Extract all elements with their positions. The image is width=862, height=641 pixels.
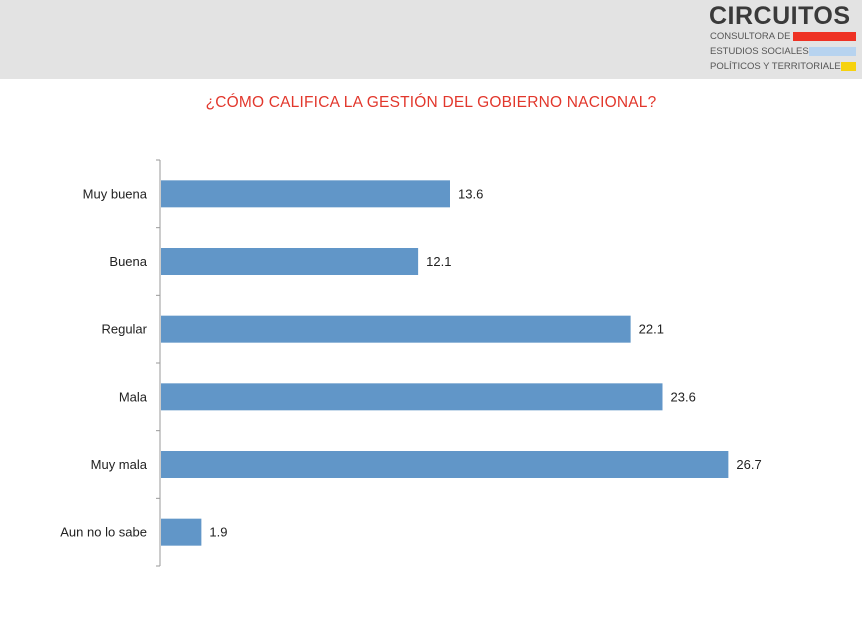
circuitos-logo: CIRCUITOS CONSULTORA DE ESTUDIOS SOCIALE… xyxy=(709,2,859,76)
bar xyxy=(161,315,631,343)
category-label: Regular xyxy=(101,322,147,337)
bar xyxy=(161,451,729,478)
value-label: 23.6 xyxy=(671,389,696,404)
labels: Muy buena 13.6 Buena 12.1 Regular 22.1 Mala 23.… xyxy=(60,186,761,539)
category-label: Buena xyxy=(109,254,147,269)
category-axis xyxy=(156,159,161,567)
logo-line-3: POLÍTICOS Y TERRITORIALES xyxy=(710,61,848,72)
category-label: Mala xyxy=(119,389,148,404)
category-label: Muy buena xyxy=(83,186,148,201)
bar xyxy=(161,383,663,411)
bar xyxy=(161,248,419,275)
value-label: 1.9 xyxy=(209,525,227,540)
logo-red-bar xyxy=(793,32,856,41)
bar xyxy=(161,518,202,546)
logo-line-1: CONSULTORA DE xyxy=(710,31,791,42)
category-label: Muy mala xyxy=(91,457,148,472)
header-band xyxy=(0,0,862,79)
logo-blue-bar xyxy=(809,47,856,56)
value-label: 13.6 xyxy=(458,186,483,201)
value-label: 26.7 xyxy=(736,457,761,472)
bar xyxy=(161,180,450,208)
logo-line-2: ESTUDIOS SOCIALES, xyxy=(710,46,812,57)
logo-name: CIRCUITOS xyxy=(709,2,851,30)
logo-yellow-bar xyxy=(841,62,856,71)
value-label: 12.1 xyxy=(426,254,451,269)
value-label: 22.1 xyxy=(639,322,664,337)
chart-title: ¿CÓMO CALIFICA LA GESTIÓN DEL GOBIERNO N… xyxy=(205,94,657,111)
category-label: Aun no lo sabe xyxy=(60,525,147,540)
bars xyxy=(161,180,729,546)
